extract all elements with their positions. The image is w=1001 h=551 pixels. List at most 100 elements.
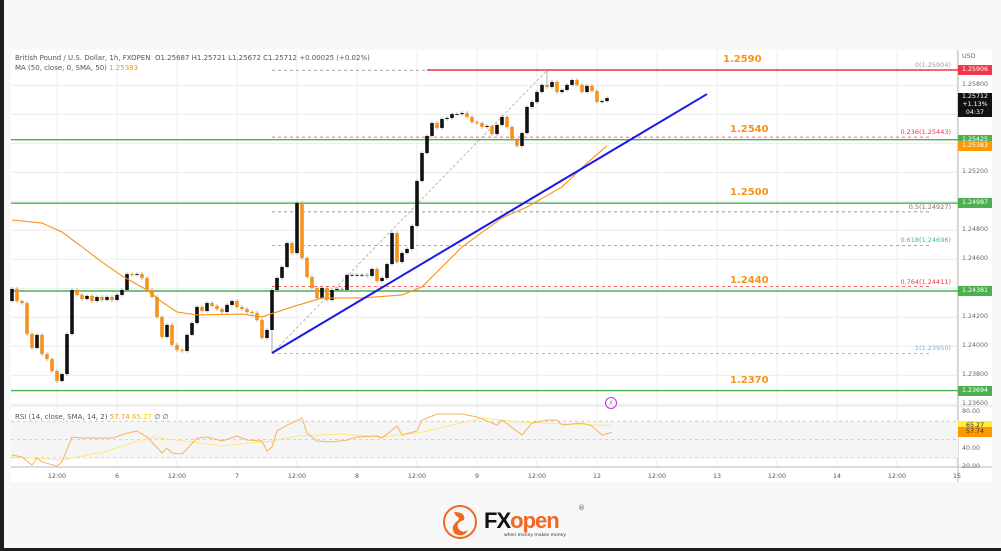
time-label: 12:00 [47,473,67,480]
candle-body [90,295,94,302]
candle-body [230,301,234,305]
price-change: +1.13% [962,101,988,108]
candle-body [215,305,219,309]
candle-body [570,79,574,85]
candle-body [370,268,374,276]
candle-body [555,82,559,93]
candle-body [70,289,74,335]
candle-body [60,374,64,381]
brand-fx: FX [484,508,511,533]
rsi-axis-tick: 40.00 [962,444,981,452]
price-tag: 1.25906 [958,65,992,75]
level-label: 1.2590 [723,54,762,65]
price-tag: 1.24381 [958,286,992,296]
candle-body [85,295,89,299]
candle-body [225,304,229,313]
level-label: 1.2370 [730,374,769,386]
candle-body [350,274,354,276]
candle-body [120,289,124,295]
candle-body [495,124,499,135]
candle-body [505,116,509,127]
candle-body [395,233,399,263]
level-label: 1.2500 [730,187,769,199]
price-axis-tick: 1.25800 [962,81,989,89]
candle-body [425,135,429,154]
symbol-title: British Pound / U.S. Dollar, 1h, FXOPEN [15,54,151,62]
rsi-value: 57.74 [109,413,130,421]
candle-body [305,257,309,277]
candle-body [385,264,389,278]
candle-body [340,288,344,290]
candle-body [160,316,164,337]
tagline: when money makes money [504,533,566,538]
candle-body [335,288,339,290]
candle-body [180,349,184,351]
time-label: 7 [234,473,240,480]
candle-body [345,274,349,290]
candle-body [435,123,439,128]
candle-body [245,308,249,313]
ma50-line [11,145,608,318]
candle-body [140,274,144,278]
ma-label: MA (50, close, 0, SMA, 50) [15,64,107,72]
candle-body [20,301,24,304]
ohlc-values: O1.25687 H1.25721 L1.25672 C1.25712 +0.0… [154,54,370,62]
candle-body [15,288,19,302]
candle-body [100,296,104,300]
candle-body [40,334,44,355]
candle-body [80,294,84,299]
alert-icon[interactable]: ⚡ [605,397,617,409]
candle-body [530,102,534,107]
candle-body [410,225,414,249]
price-axis-tick: 1.24800 [962,226,989,234]
candle-body [95,296,99,302]
candle-body [600,101,604,103]
candle-body [30,334,34,348]
rsi-axis-tick: 80.00 [962,408,981,415]
candle-body [10,288,14,302]
candle-body [490,125,494,135]
candle-body [45,354,49,359]
candle-body [35,334,39,348]
candle-body [310,276,314,288]
candle-body [175,344,179,350]
rsi-legend[interactable]: RSI (14, close, SMA, 14, 2) 57.74 65.27 … [15,413,169,421]
candle-body [455,114,459,115]
price-tag: 1.25383 [958,140,992,151]
candle-body [135,274,139,275]
candle-body [275,277,279,290]
candle-body [355,274,359,276]
candle-body [535,92,539,103]
candle-body [250,312,254,314]
rsi-label: RSI (14, close, SMA, 14, 2) [15,413,108,421]
candle-body [325,287,329,300]
fib-level-label: 0.5(1.24927) [908,202,951,211]
candle-body [510,126,514,140]
candle-body [585,85,589,93]
candle-body [480,123,484,127]
candle-body [380,277,384,282]
ma-legend[interactable]: MA (50, close, 0, SMA, 50) 1.25383 [15,64,138,72]
candle-body [400,253,404,263]
candle-body [50,358,54,371]
candle-body [545,84,549,87]
candle-body [265,329,269,338]
candle-body [475,122,479,124]
brand-open: open [510,508,560,533]
currency-label: USD [962,53,976,60]
candle-body [300,203,304,258]
rsi-axis-tick: 20.00 [962,463,981,471]
candle-body [550,82,554,87]
time-label: 12:00 [767,473,787,480]
time-label: 15 [952,473,962,480]
candle-body [155,296,159,317]
time-label: 12:00 [167,473,187,480]
time-label: 12:00 [287,473,307,480]
level-label: 1.2440 [730,275,769,286]
candle-body [270,289,274,330]
level-label: 1.2540 [730,123,769,135]
time-label: 13 [712,473,722,480]
candle-body [185,334,189,351]
candle-body [415,181,419,226]
